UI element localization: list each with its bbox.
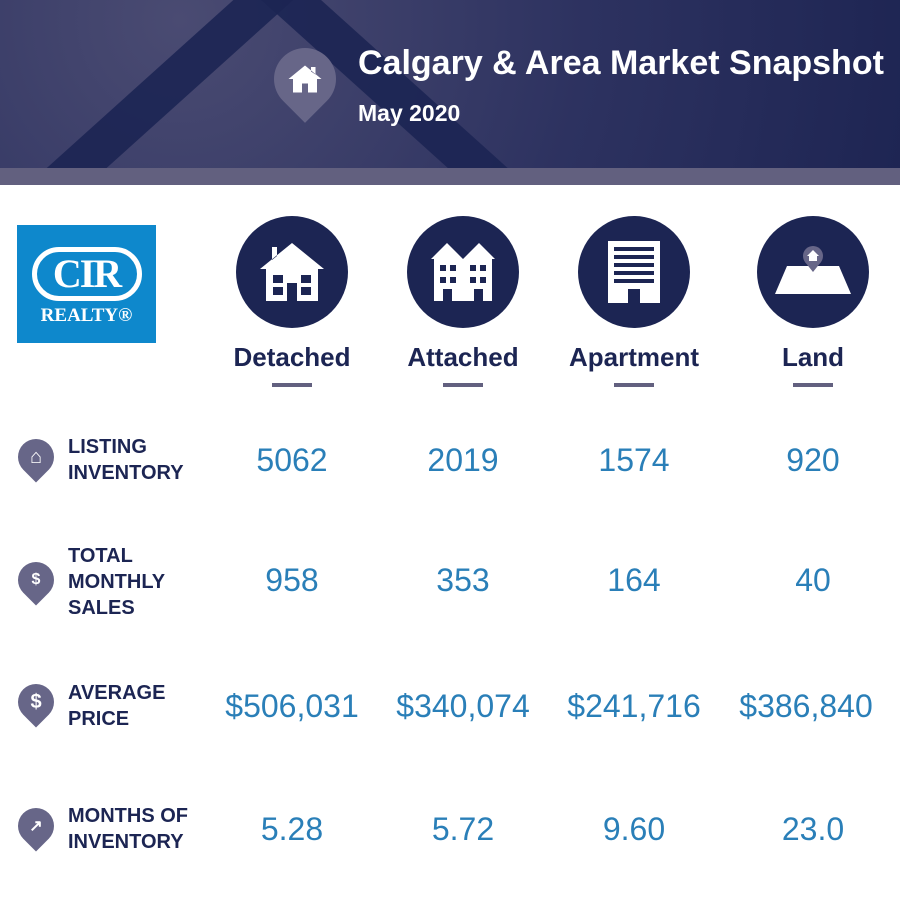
value-cell: 9.60 [602,811,666,847]
value-cell: 353 [436,562,490,598]
detached-house-icon [236,216,348,328]
row-label-months-of-inventory: MONTHS OF INVENTORY [68,803,188,855]
label-line: SALES [68,597,135,619]
value-cell: $241,716 [567,688,701,724]
label-line: TOTAL [68,545,133,567]
column-label: Land [781,342,845,372]
header-banner: Calgary & Area Market Snapshot May 2020 [0,0,900,168]
home-pin-icon [261,35,349,123]
page-title: Calgary & Area Market Snapshot [358,44,884,82]
divider [443,383,483,387]
value-cell: 920 [786,442,840,478]
trend-up-icon: ↗ [10,800,62,852]
value-cell: 40 [795,562,831,598]
row-label-listing-inventory: LISTING INVENTORY [68,434,184,486]
column-label: Apartment [568,342,699,372]
value-cell: 164 [607,562,661,598]
label-line: AVERAGE [68,682,166,704]
row-label-average-price: AVERAGE PRICE [68,680,165,732]
label-line: MONTHS OF [68,805,188,827]
header-stripe [0,168,900,185]
row-label-total-monthly-sales: TOTAL MONTHLY SALES [68,543,165,621]
column-label: Detached [233,342,351,372]
home-icon: ⌂ [10,431,62,483]
value-cell: $506,031 [225,688,359,724]
column-attached: Attached [378,216,548,387]
value-cell: 1574 [598,442,670,478]
divider [614,383,654,387]
divider [793,383,833,387]
label-line: INVENTORY [68,831,184,853]
column-detached: Detached [207,216,377,387]
divider [272,383,312,387]
logo-text: REALTY® [40,305,133,326]
value-cell: 2019 [427,442,499,478]
value-cell: $386,840 [739,688,873,724]
apartment-building-icon [578,216,690,328]
label-line: PRICE [68,708,130,730]
money-bag-icon: $ [10,554,62,606]
column-land: Land [728,216,898,387]
label-line: INVENTORY [68,462,184,484]
cir-realty-logo: CIR REALTY® [17,225,156,343]
land-plot-icon [757,216,869,328]
value-cell: 5062 [256,442,328,478]
label-line: MONTHLY [68,571,166,593]
value-cell: 5.72 [431,811,495,847]
attached-house-icon [407,216,519,328]
column-label: Attached [407,342,519,372]
label-line: LISTING [68,436,147,458]
page-subtitle: May 2020 [358,100,461,126]
value-cell: $340,074 [396,688,530,724]
dollar-icon: $ [10,676,62,728]
value-cell: 958 [265,562,319,598]
logo-mark: CIR [31,247,142,301]
column-apartment: Apartment [549,216,719,387]
value-cell: 23.0 [781,811,845,847]
value-cell: 5.28 [260,811,324,847]
